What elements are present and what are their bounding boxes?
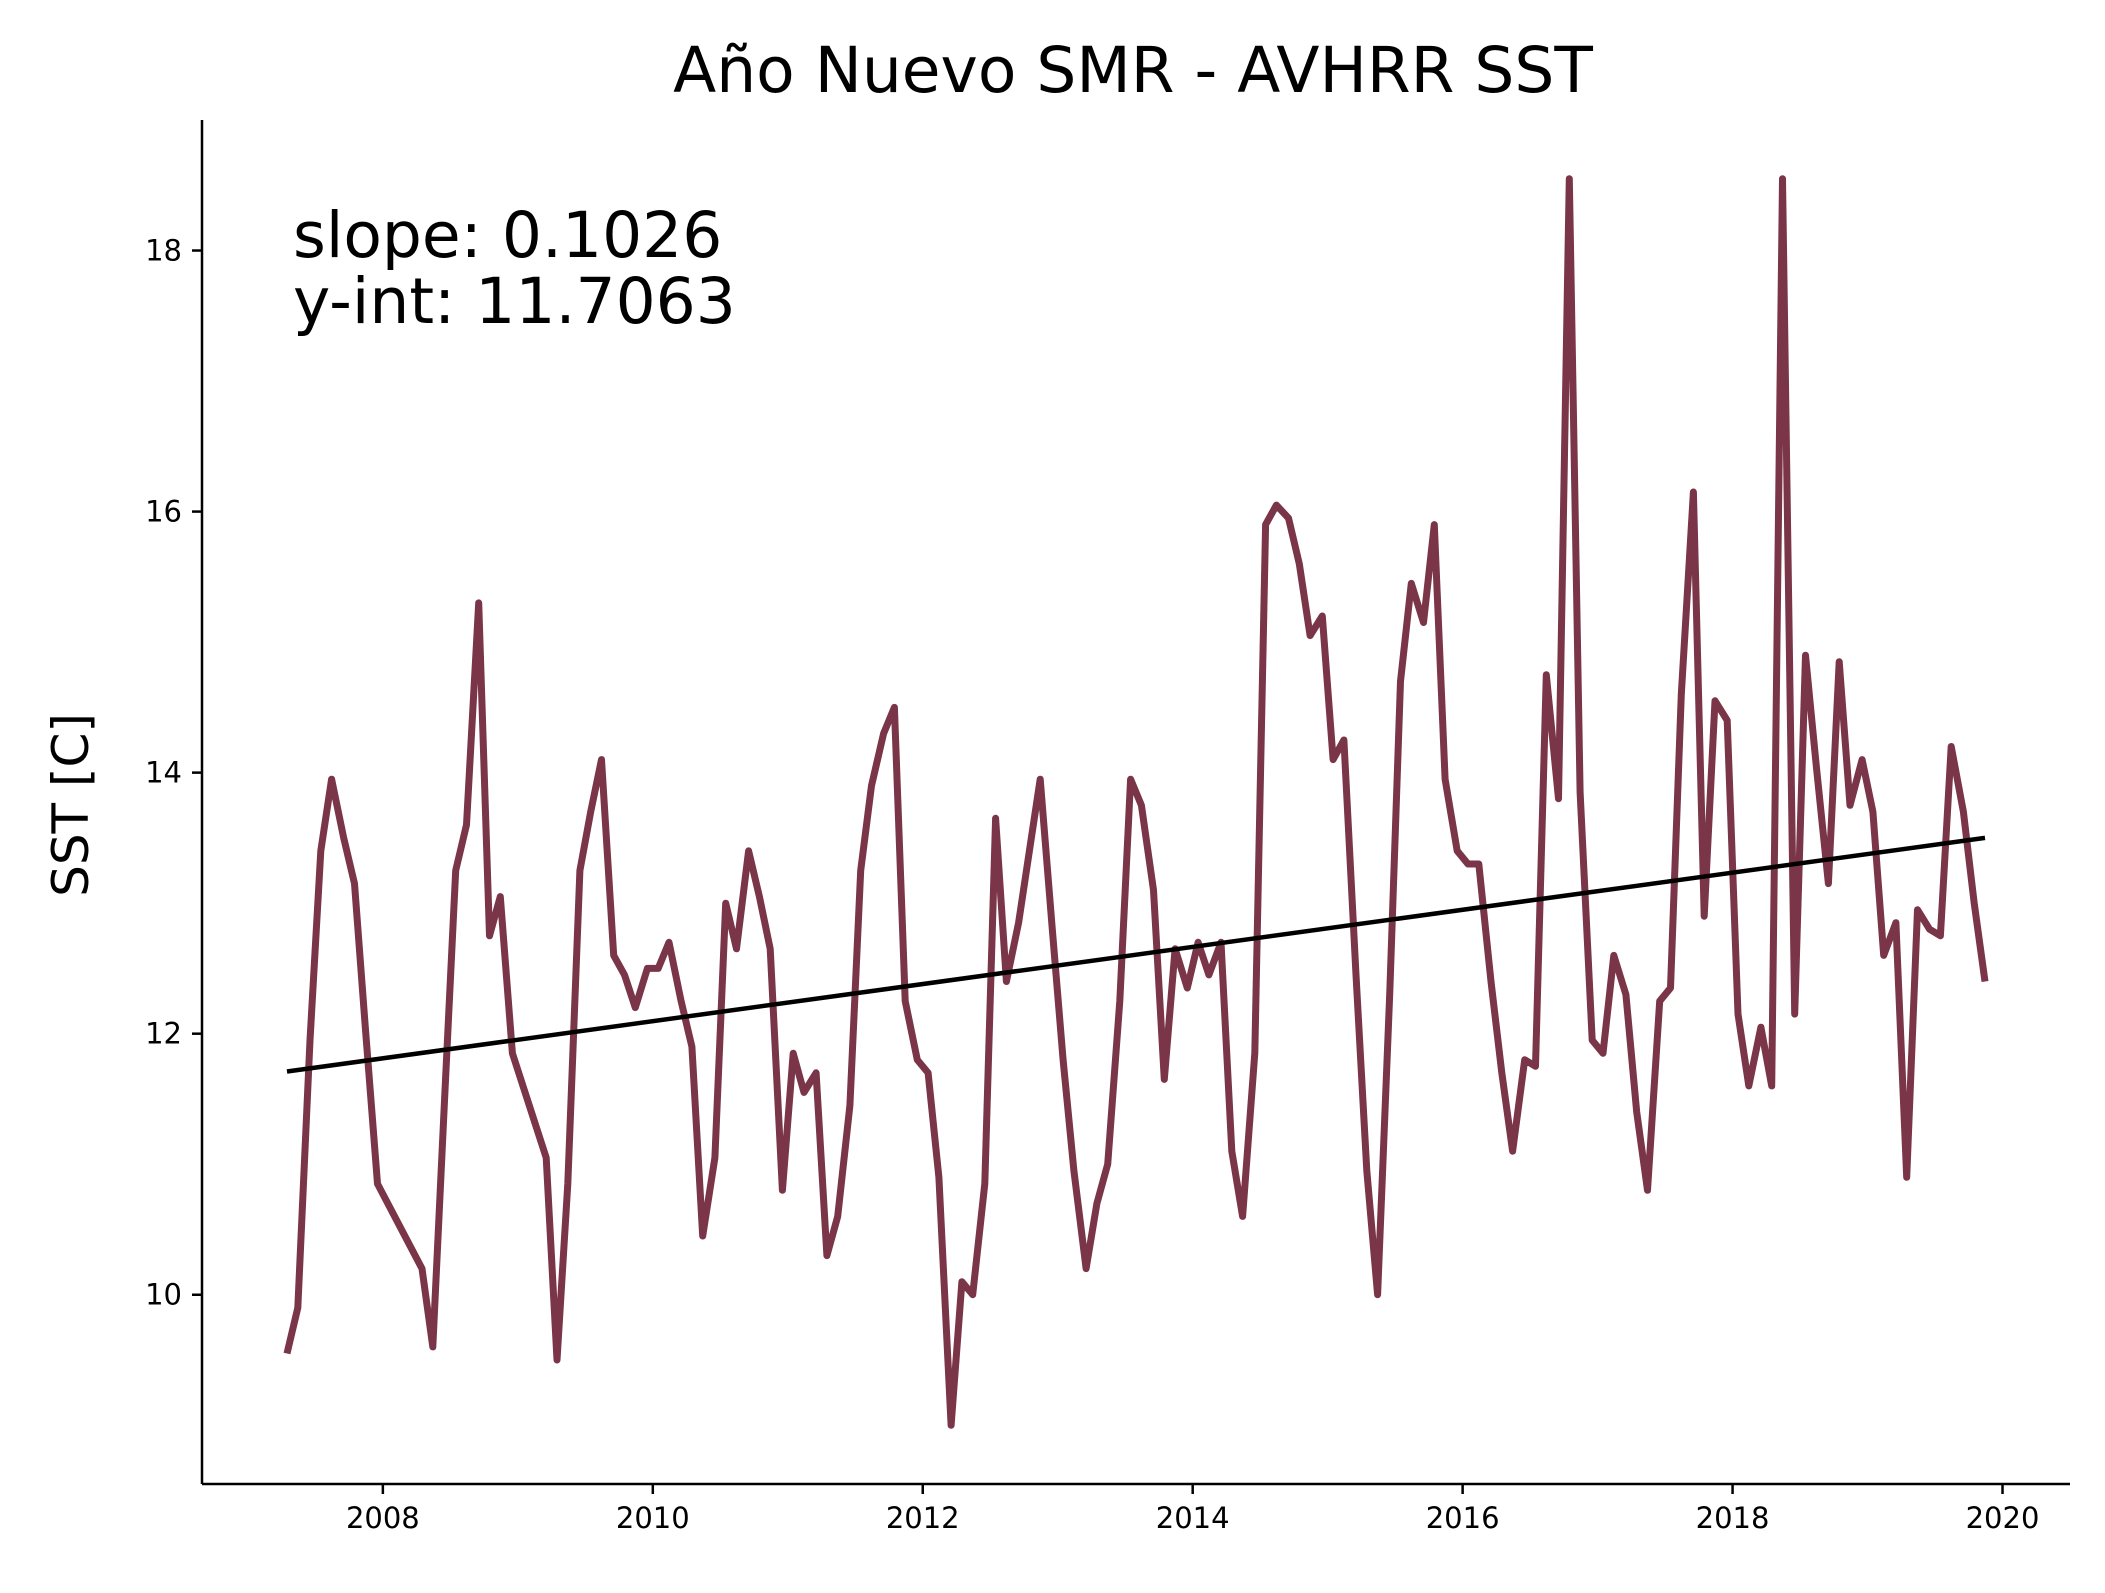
y-tick-label: 12 (145, 1017, 182, 1051)
plot-marks (283, 175, 1989, 1429)
y-axis-label: SST [C] (42, 713, 100, 897)
x-tick-label: 2012 (886, 1501, 960, 1535)
x-tick-label: 2008 (346, 1501, 420, 1535)
x-tick-label: 2014 (1156, 1501, 1230, 1535)
x-tick-label: 2020 (1966, 1501, 2040, 1535)
chart-title: Año Nuevo SMR - AVHRR SST (673, 34, 1593, 107)
y-tick-label: 16 (145, 495, 182, 529)
x-tick-label: 2010 (616, 1501, 690, 1535)
y-tick-label: 10 (145, 1278, 182, 1312)
trend-line (286, 835, 1986, 1074)
y-tick-label: 18 (145, 234, 182, 268)
slope-annotation: slope: 0.1026 (293, 199, 722, 272)
intercept-annotation: y-int: 11.7063 (293, 265, 736, 338)
x-tick-label: 2016 (1426, 1501, 1500, 1535)
sst-series-line (283, 175, 1989, 1429)
y-tick-label: 14 (145, 756, 182, 790)
x-tick-label: 2018 (1696, 1501, 1770, 1535)
axes: 2008 2010 2012 2014 2016 2018 2020 10 12 14 16 18 (145, 120, 2070, 1535)
